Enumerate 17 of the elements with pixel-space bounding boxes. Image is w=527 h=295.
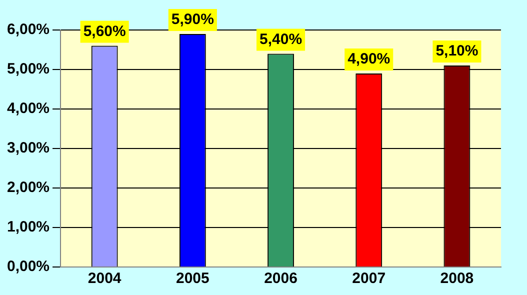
data-label: 5,40% [259,30,302,48]
x-tick-label: 2004 [88,270,122,288]
x-tick-label: 2005 [176,270,210,288]
y-tick-label: 4,00% [6,100,50,118]
x-tick-label: 2006 [264,270,298,288]
data-label: 4,90% [348,50,390,68]
data-label: 5,60% [83,22,126,40]
y-tick-label: 0,00% [6,258,50,276]
x-tick-label: 2008 [440,270,474,288]
y-tick-label: 2,00% [6,179,50,196]
x-tick-label: 2007 [352,270,386,288]
y-tick-label: 5,00% [6,60,50,78]
y-tick-label: 6,00% [6,21,50,38]
data-label: 5,90% [171,11,214,28]
y-tick-label: 1,00% [6,218,50,236]
y-tick-label: 3,00% [6,140,50,157]
data-label: 5,10% [436,42,478,60]
